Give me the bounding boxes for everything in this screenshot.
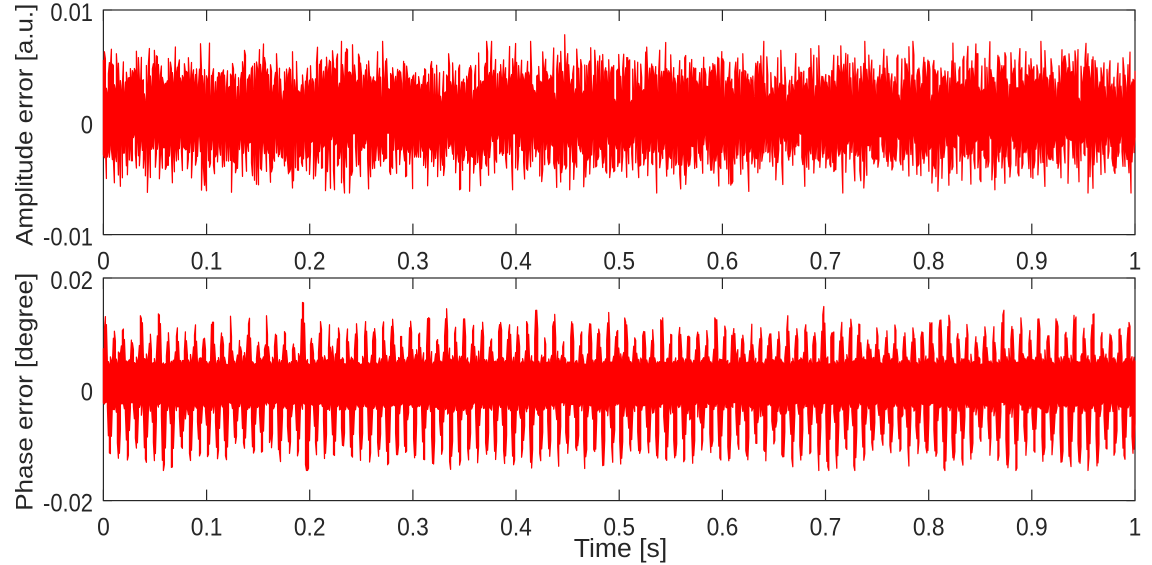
svg-text:0: 0 (97, 513, 110, 541)
svg-text:0.02: 0.02 (50, 268, 93, 296)
svg-text:0.7: 0.7 (810, 513, 842, 541)
svg-text:0.1: 0.1 (191, 513, 223, 541)
svg-text:-0.01: -0.01 (43, 224, 93, 252)
svg-text:0.3: 0.3 (397, 247, 429, 275)
svg-text:0.2: 0.2 (294, 513, 326, 541)
svg-text:0.6: 0.6 (707, 513, 739, 541)
svg-text:0.9: 0.9 (1016, 247, 1048, 275)
svg-text:Amplitude error [a.u.]: Amplitude error [a.u.] (11, 4, 38, 246)
svg-text:0.8: 0.8 (913, 513, 945, 541)
svg-text:1: 1 (1129, 513, 1142, 541)
svg-text:0.6: 0.6 (707, 247, 739, 275)
svg-text:0.01: 0.01 (50, 0, 93, 27)
svg-text:-0.02: -0.02 (43, 490, 93, 518)
svg-text:0: 0 (81, 112, 93, 140)
svg-text:0.8: 0.8 (913, 247, 945, 275)
svg-text:0.4: 0.4 (500, 513, 532, 541)
svg-text:Time [s]: Time [s] (574, 534, 667, 563)
svg-text:0.5: 0.5 (603, 247, 635, 275)
svg-text:1: 1 (1129, 247, 1142, 275)
svg-text:0.5: 0.5 (603, 513, 635, 541)
svg-text:0.4: 0.4 (500, 247, 532, 275)
svg-text:0: 0 (97, 247, 110, 275)
svg-text:0.1: 0.1 (191, 247, 223, 275)
svg-text:0.3: 0.3 (397, 513, 429, 541)
svg-text:0.9: 0.9 (1016, 513, 1048, 541)
svg-text:Phase error [degree]: Phase error [degree] (11, 273, 38, 511)
svg-text:0.2: 0.2 (294, 247, 326, 275)
svg-text:0: 0 (81, 379, 93, 407)
svg-text:0.7: 0.7 (810, 247, 842, 275)
